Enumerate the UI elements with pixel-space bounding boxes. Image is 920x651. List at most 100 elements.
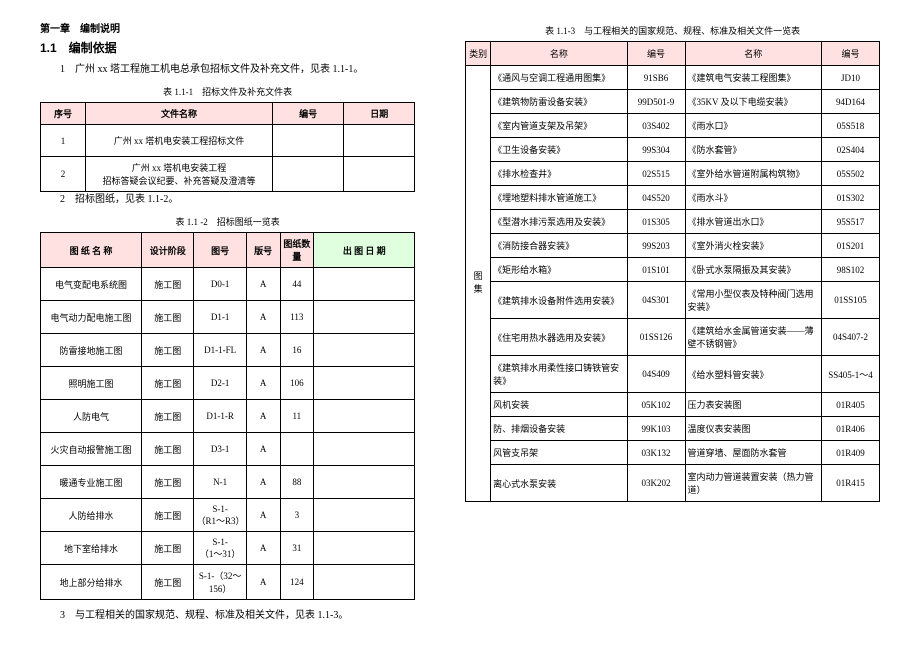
- table-cell: 压力表安装图: [685, 393, 822, 417]
- table-cell: 防、排烟设备安装: [491, 417, 628, 441]
- table-cell: 《埋地塑料排水管道施工》: [491, 186, 628, 210]
- table-cell: 施工图: [142, 400, 194, 433]
- table-cell: 2: [41, 157, 86, 192]
- table-cell: 16: [280, 334, 314, 367]
- table-cell: 管道穿墙、屋面防水套管: [685, 441, 822, 465]
- table-cell: [314, 499, 415, 532]
- t2-h1: 设计阶段: [142, 233, 194, 268]
- table-cell: 04S301: [627, 282, 685, 319]
- table-cell: 《防水套管》: [685, 138, 822, 162]
- table-cell: 风机安装: [491, 393, 628, 417]
- table-cell: 01S302: [822, 186, 880, 210]
- table-cell: 11: [280, 400, 314, 433]
- table-cell: 离心式水泵安装: [491, 465, 628, 502]
- table-cell: 《给水塑料管安装》: [685, 356, 822, 393]
- table-standards: 类别 名称 编号 名称 编号 图集《通风与空调工程通用图集》91SB6《建筑电气…: [465, 41, 880, 502]
- table-cell: 火灾自动报警施工图: [41, 433, 142, 466]
- table-cell: A: [246, 301, 280, 334]
- table-cell: A: [246, 466, 280, 499]
- table-cell: JD10: [822, 66, 880, 90]
- table-cell: [314, 565, 415, 600]
- table-cell: D1-1-R: [194, 400, 246, 433]
- t1-h0: 序号: [41, 103, 86, 125]
- table-cell: 《雨水斗》: [685, 186, 822, 210]
- table-tender-docs: 序号 文件名称 编号 日期 1广州 xx 塔机电安装工程招标文件2广州 xx 塔…: [40, 102, 415, 192]
- table-cell: 99S304: [627, 138, 685, 162]
- table-cell: 3: [280, 499, 314, 532]
- table-cell: 02S404: [822, 138, 880, 162]
- table-cell: A: [246, 565, 280, 600]
- table-cell: 照明施工图: [41, 367, 142, 400]
- table-cell: 01R409: [822, 441, 880, 465]
- table-cell: 施工图: [142, 499, 194, 532]
- table-cell: A: [246, 268, 280, 301]
- table-cell: A: [246, 400, 280, 433]
- table-cell: D0-1: [194, 268, 246, 301]
- table-cell: 95S517: [822, 210, 880, 234]
- table-cell: 《住宅用热水器选用及安装》: [491, 319, 628, 356]
- table-cell: 《35KV 及以下电缆安装》: [685, 90, 822, 114]
- table-cell: 01S305: [627, 210, 685, 234]
- t2-h5: 出 图 日 期: [314, 233, 415, 268]
- table-cell: 02S515: [627, 162, 685, 186]
- table-cell: 01R405: [822, 393, 880, 417]
- table-cell: 01R415: [822, 465, 880, 502]
- table-cell: 地下室给排水: [41, 532, 142, 565]
- table-cell: 施工图: [142, 565, 194, 600]
- table-cell: 04S407-2: [822, 319, 880, 356]
- table-cell: 《建筑排水用柔性接口铸铁管安装》: [491, 356, 628, 393]
- para-2: 2 招标图纸，见表 1.1-2。: [60, 192, 415, 207]
- t1-h2: 编号: [273, 103, 344, 125]
- t3-h0: 类别: [466, 42, 491, 66]
- table-cell: S-1-（32～156）: [194, 565, 246, 600]
- table-cell: 人防给排水: [41, 499, 142, 532]
- t3-h4: 编号: [822, 42, 880, 66]
- table-cell: 《雨水口》: [685, 114, 822, 138]
- table-cell: 《矩形给水箱》: [491, 258, 628, 282]
- table-cell: 03K202: [627, 465, 685, 502]
- t1-h1: 文件名称: [85, 103, 272, 125]
- table-cell: 01SS105: [822, 282, 880, 319]
- table-cell: 91SB6: [627, 66, 685, 90]
- table-cell: 99K103: [627, 417, 685, 441]
- table-cell: D3-1: [194, 433, 246, 466]
- table-cell: 《建筑排水设备附件选用安装》: [491, 282, 628, 319]
- table-cell: 《型潜水排污泵选用及安装》: [491, 210, 628, 234]
- table-cell: 124: [280, 565, 314, 600]
- table-cell: 01R406: [822, 417, 880, 441]
- table-cell: [314, 334, 415, 367]
- table-cell: 05K102: [627, 393, 685, 417]
- table-cell: 04S409: [627, 356, 685, 393]
- table-cell: 施工图: [142, 532, 194, 565]
- table-cell: [273, 125, 344, 157]
- table-drawings: 图 纸 名 称 设计阶段 图号 版号 图纸数量 出 图 日 期 电气变配电系统图…: [40, 232, 415, 600]
- table3-caption: 表 1.1-3 与工程相关的国家规范、规程、标准及相关文件一览表: [465, 24, 880, 37]
- table-cell: 05S518: [822, 114, 880, 138]
- table-cell: A: [246, 433, 280, 466]
- table-cell: [314, 466, 415, 499]
- table-cell: 99D501-9: [627, 90, 685, 114]
- table-cell: SS405-1～4: [822, 356, 880, 393]
- table-cell: 《建筑电气安装工程图集》: [685, 66, 822, 90]
- table-cell: 《室外消火栓安装》: [685, 234, 822, 258]
- table-cell: 广州 xx 塔机电安装工程招标答疑会议纪要、补充答疑及澄清等: [85, 157, 272, 192]
- table2-caption: 表 1.1 -2 招标图纸一览表: [40, 215, 415, 228]
- table-cell: 99S203: [627, 234, 685, 258]
- table-cell: 03S402: [627, 114, 685, 138]
- table-cell: [314, 400, 415, 433]
- table-cell: [273, 157, 344, 192]
- table-cell: D1-1: [194, 301, 246, 334]
- table-cell: [314, 301, 415, 334]
- table-cell: 温度仪表安装图: [685, 417, 822, 441]
- table-cell: 地上部分给排水: [41, 565, 142, 600]
- table-cell: 防雷接地施工图: [41, 334, 142, 367]
- table-cell: 《建筑给水金属管道安装——薄壁不锈钢管》: [685, 319, 822, 356]
- table-cell: N-1: [194, 466, 246, 499]
- table-cell: 01SS126: [627, 319, 685, 356]
- table-cell: 电气变配电系统图: [41, 268, 142, 301]
- table-cell: 《排水管道出水口》: [685, 210, 822, 234]
- table-cell: [314, 433, 415, 466]
- table-cell: 广州 xx 塔机电安装工程招标文件: [85, 125, 272, 157]
- table-cell: 施工图: [142, 367, 194, 400]
- table-cell: 01S201: [822, 234, 880, 258]
